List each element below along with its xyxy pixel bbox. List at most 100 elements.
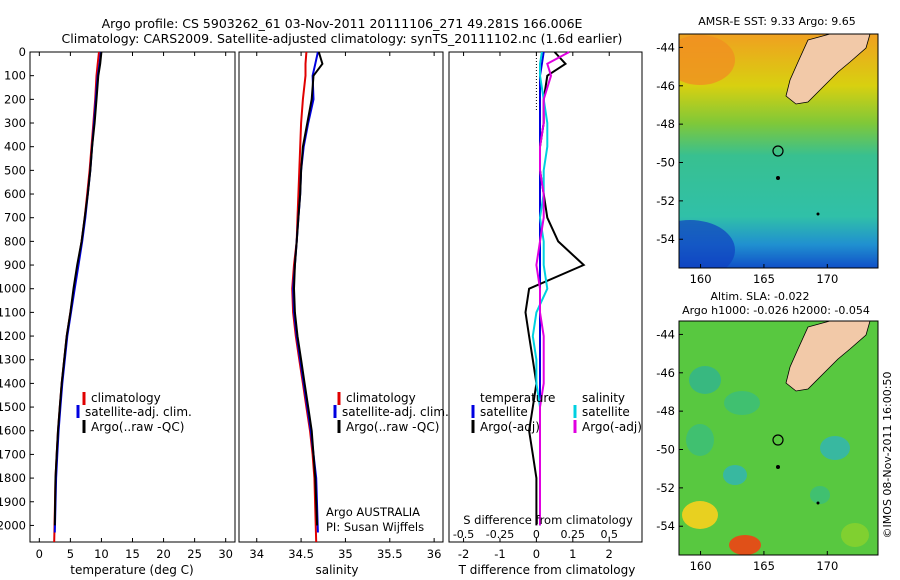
profile-line-argo-raw-qc- — [53, 51, 103, 526]
depth-tick-label: 1700 — [0, 447, 26, 461]
depth-tick-label: 1900 — [0, 495, 26, 509]
legend-label-argo: Argo(..raw -QC) — [346, 420, 439, 434]
profile-line-salinity-argo-adj- — [535, 51, 570, 526]
depth-tick-label: 600 — [4, 187, 26, 201]
sla-blob — [820, 436, 850, 460]
depth-tick-label: 0 — [19, 45, 26, 59]
depth-tick-label: 1200 — [0, 329, 26, 343]
legend-label-satellite: satellite-adj. clim. — [342, 405, 449, 419]
difference-panel: -2 -1 0 1 2 -0.5 -0.25 0 0.25 0.5 S difference fr… — [448, 51, 643, 577]
sla-map-lat-label: -46 — [656, 366, 675, 380]
island-marker — [816, 501, 820, 505]
sla-blob — [841, 523, 869, 547]
s-difference-tick-label: -0.5 — [453, 528, 474, 541]
salinity-tick-label: 36 — [427, 547, 442, 561]
legend-header-salinity: salinity — [582, 391, 625, 405]
legend-label-s-argo: Argo(-adj) — [582, 420, 642, 434]
salinity-tick-label: 34.5 — [288, 547, 314, 561]
salinity-profiles — [291, 51, 324, 543]
profile-line-argo-raw-qc- — [292, 51, 324, 526]
salinity-axes-box — [238, 51, 444, 543]
sla-blob — [724, 391, 760, 415]
difference-profiles — [524, 51, 586, 526]
depth-tick-label: 300 — [4, 116, 26, 130]
depth-tick-label: 1500 — [0, 400, 26, 414]
legend-label-argo: Argo(..raw -QC) — [91, 420, 184, 434]
depth-tick-label: 200 — [4, 92, 26, 106]
sla-map-subtitle: Argo h1000: -0.026 h2000: -0.054 — [682, 304, 870, 317]
temperature-tick-label: 5 — [67, 547, 74, 561]
depth-tick-label: 1600 — [0, 424, 26, 438]
depth-tick-label: 1000 — [0, 282, 26, 296]
temperature-tick-label: 15 — [125, 547, 140, 561]
new-zealand-land — [785, 321, 871, 392]
temperature-tick-label: 10 — [94, 547, 109, 561]
depth-tick-label: 1400 — [0, 376, 26, 390]
difference-x-axis: -2 -1 0 1 2 -0.5 -0.25 0 0.25 0.5 — [453, 52, 618, 561]
t-difference-tick-label: -1 — [494, 547, 505, 561]
temperature-x-label: temperature (deg C) — [70, 563, 193, 577]
sst-map-lon-label: 165 — [753, 272, 775, 286]
t-difference-tick-label: 0 — [533, 547, 540, 561]
sla-blob — [682, 501, 718, 529]
salinity-tick-label: 35 — [338, 547, 353, 561]
sla-blob — [723, 465, 747, 485]
argo-position-marker — [772, 434, 784, 446]
legend-header-temperature: temperature — [480, 391, 555, 405]
t-difference-tick-label: -2 — [458, 547, 469, 561]
depth-tick-label: 900 — [4, 258, 26, 272]
legend-label-t-argo: Argo(-adj) — [480, 420, 540, 434]
sla-map-lat-label: -44 — [656, 327, 675, 341]
sla-map-lat-label: -52 — [656, 481, 675, 495]
sst-map-lat-label: -50 — [656, 156, 675, 170]
depth-tick-label: 700 — [4, 211, 26, 225]
island-marker — [776, 465, 780, 469]
depth-tick-label: 1100 — [0, 305, 26, 319]
sla-blob — [729, 535, 761, 555]
salinity-tick-label: 35.5 — [377, 547, 403, 561]
depth-tick-label: 1300 — [0, 353, 26, 367]
sst-map-lon-label: 160 — [690, 272, 712, 286]
legend-label-t-satellite: satellite — [480, 405, 528, 419]
sst-map-lat-label: -54 — [656, 232, 675, 246]
figure-title-line1: Argo profile: CS 5903262_61 03-Nov-2011 … — [102, 16, 583, 31]
sst-map-lat-label: -48 — [656, 117, 675, 131]
t-difference-tick-label: 2 — [606, 547, 613, 561]
sla-blob — [810, 486, 830, 504]
legend-label-climatology: climatology — [346, 391, 416, 405]
temperature-tick-label: 30 — [218, 547, 233, 561]
temperature-legend: climatology satellite-adj. clim. Argo(..… — [76, 391, 192, 434]
sla-map-lon-label: 170 — [816, 559, 838, 573]
salinity-panel: 34 34.5 35 35.5 36 salinity climatology sate… — [238, 51, 449, 577]
temperature-tick-label: 0 — [36, 547, 43, 561]
island-marker — [816, 212, 820, 216]
temperature-profiles — [53, 51, 103, 543]
salinity-legend: climatology satellite-adj. clim. Argo(..… — [333, 391, 449, 434]
temperature-tick-label: 25 — [187, 547, 202, 561]
salinity-tick-label: 34 — [249, 547, 264, 561]
sla-map-lat-label: -54 — [656, 519, 675, 533]
argo-position-marker — [772, 145, 784, 157]
difference-legend: temperature salinity satellite Argo(-adj… — [471, 391, 642, 434]
sla-map-title: Altim. SLA: -0.022 — [710, 290, 809, 303]
legend-label-satellite: satellite-adj. clim. — [85, 405, 192, 419]
figure-title-line2: Climatology: CARS2009. Satellite-adjuste… — [62, 31, 623, 46]
sst-map-lon-label: 170 — [816, 272, 838, 286]
sst-map-axes: 160 165 170 -44 -46 -48 -50 -52 -54 — [656, 40, 838, 286]
t-difference-label: T difference from climatology — [458, 563, 636, 577]
sst-warm-patch — [679, 35, 735, 85]
t-difference-tick-label: 1 — [569, 547, 576, 561]
s-difference-tick-label: 0.5 — [600, 528, 618, 541]
sst-map-lat-label: -52 — [656, 194, 675, 208]
sla-map-lat-label: -48 — [656, 404, 675, 418]
depth-axis: 0 100 200 300 400 500 600 700 800 900 1000 1100 1200… — [0, 45, 34, 532]
sla-blob — [686, 424, 714, 456]
depth-tick-label: 800 — [4, 234, 26, 248]
depth-tick-label: 1800 — [0, 471, 26, 485]
argo-institution-note: Argo AUSTRALIA — [326, 505, 420, 519]
temperature-x-axis: 0 5 10 15 20 25 30 — [36, 52, 233, 561]
new-zealand-land — [785, 34, 871, 105]
sla-map-lon-label: 165 — [753, 559, 775, 573]
sla-map-frame — [678, 320, 879, 556]
